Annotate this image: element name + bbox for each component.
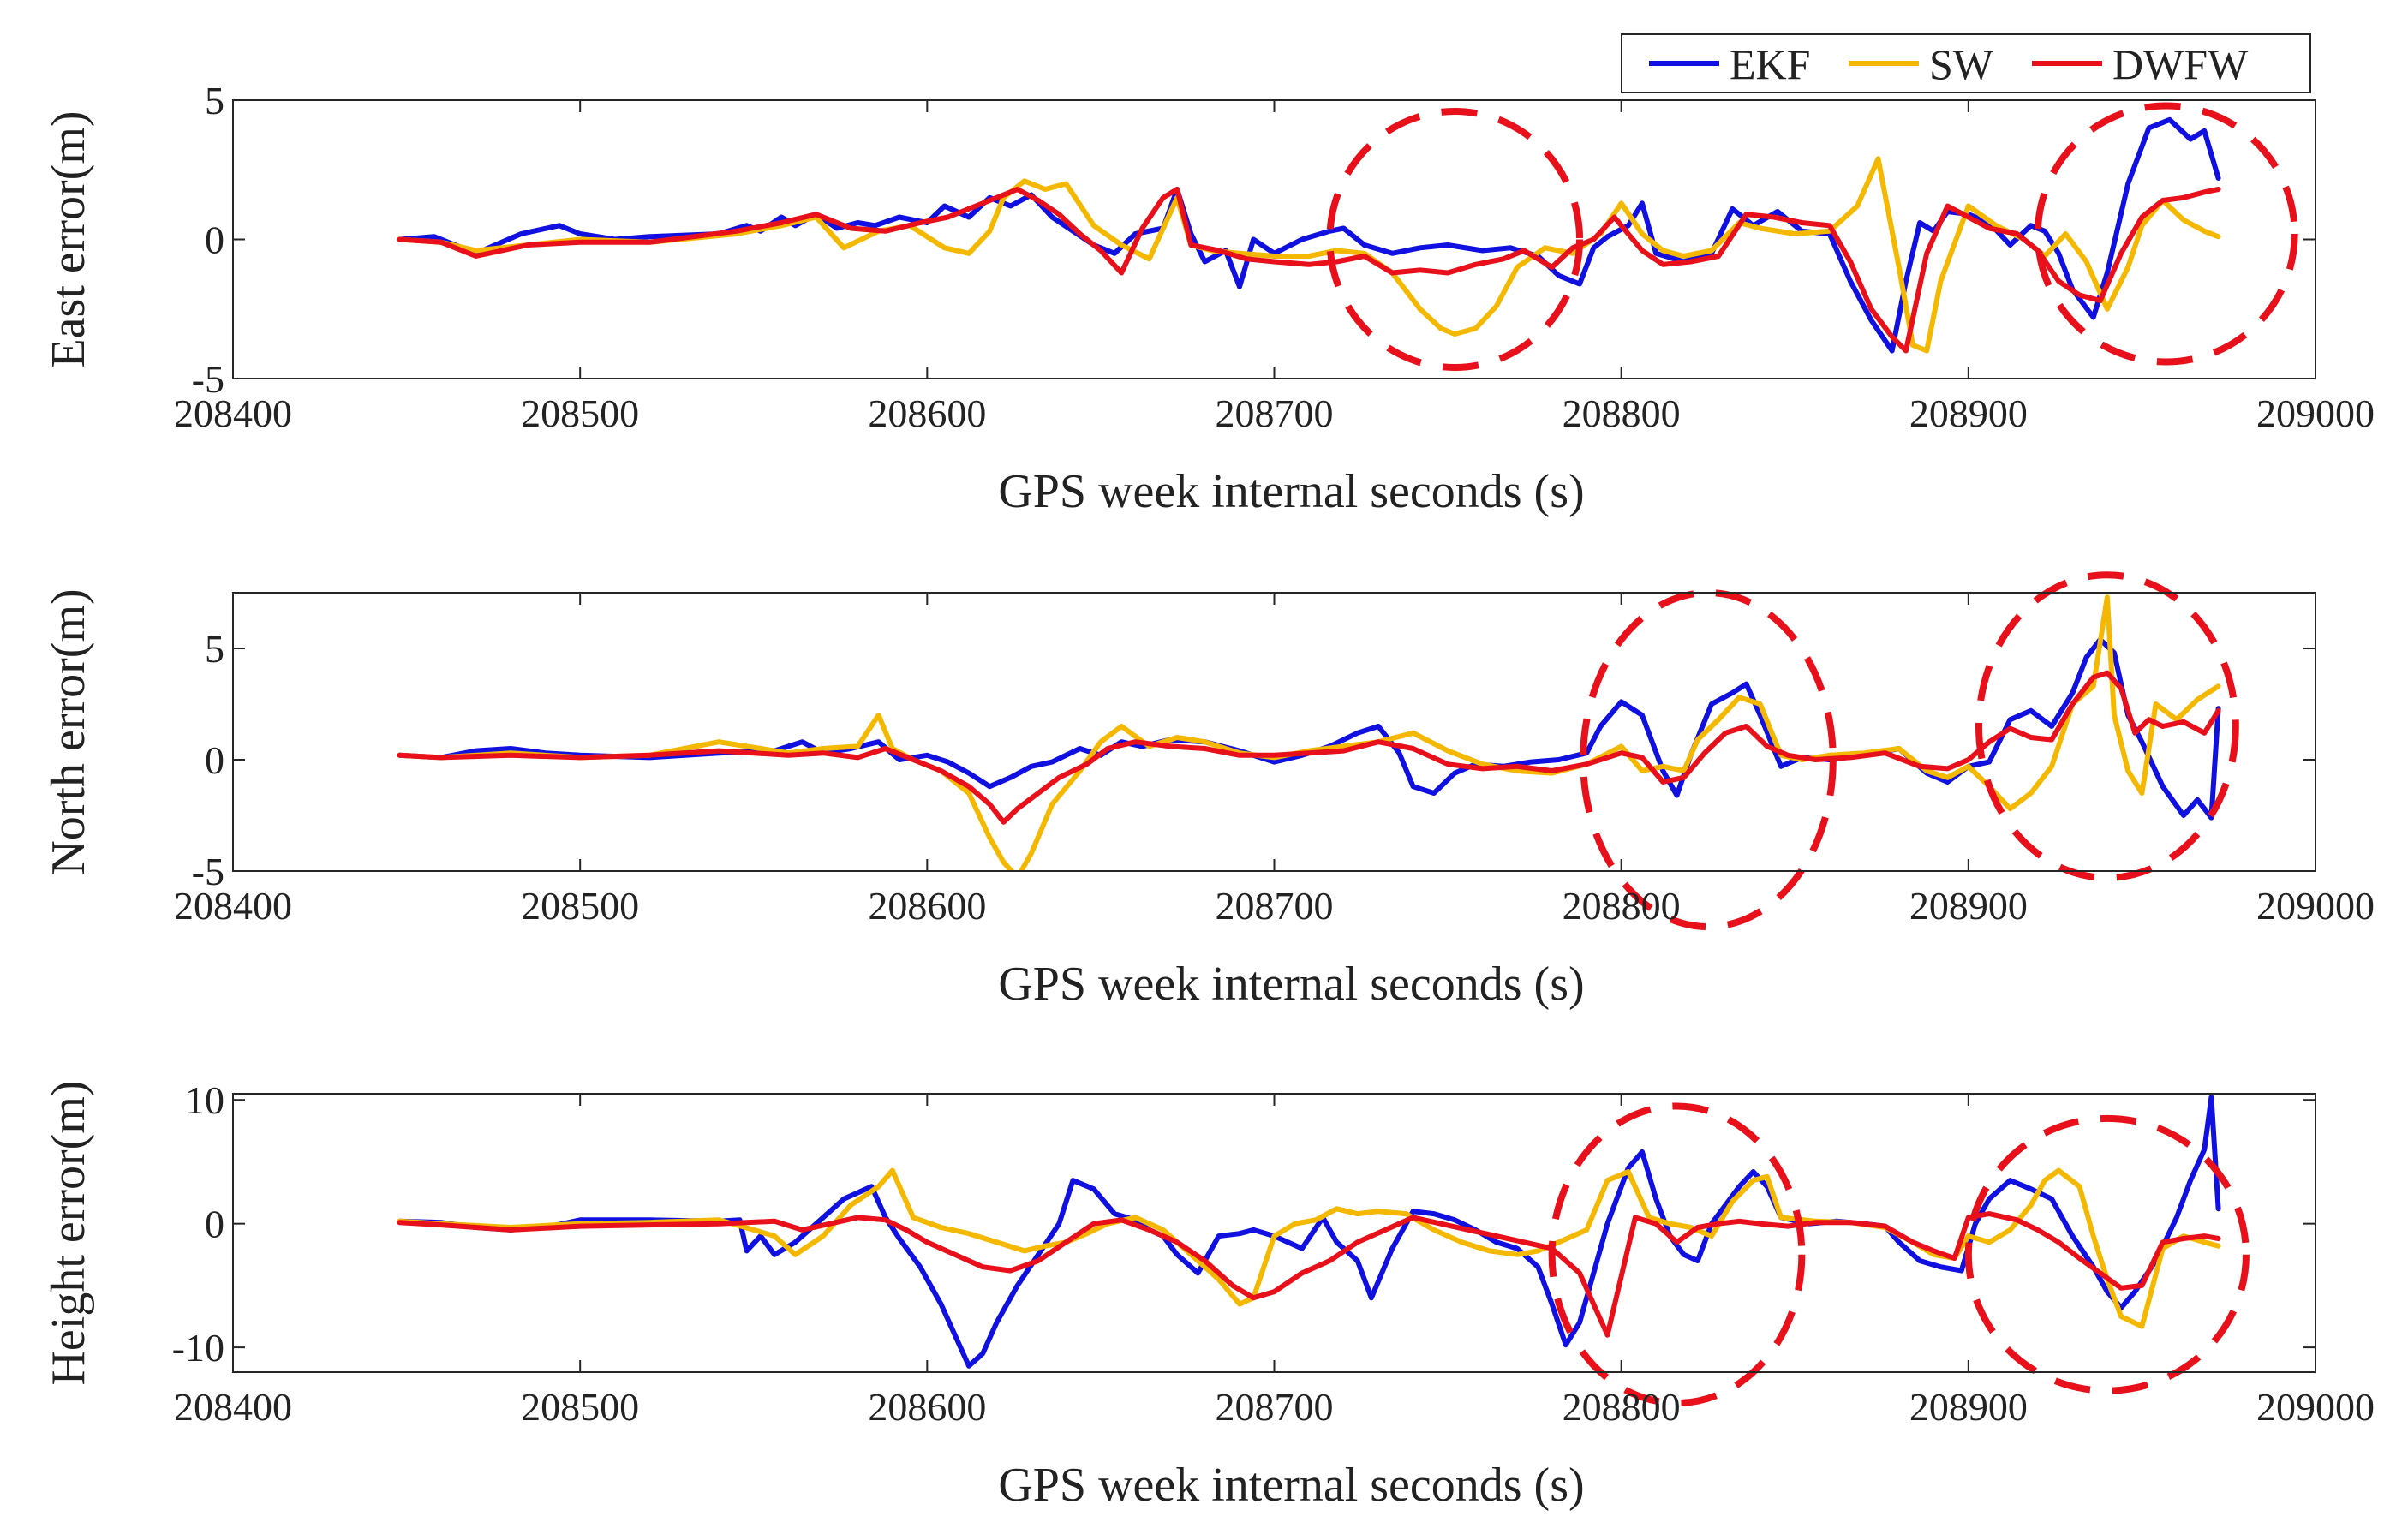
height-y-tick-label: -10 bbox=[172, 1326, 224, 1370]
east-x-axis-label: GPS week internal seconds (s) bbox=[998, 465, 1584, 518]
north-x-tick-label: 208800 bbox=[1563, 884, 1681, 928]
height-plot-background bbox=[233, 1094, 2315, 1372]
height-y-tick-label: 0 bbox=[205, 1203, 224, 1246]
legend-label-dwfw: DWFW bbox=[2112, 40, 2249, 88]
east-highlight-circle-2 bbox=[2034, 102, 2298, 366]
east-x-tick-label: 209000 bbox=[2256, 391, 2375, 435]
east-series-sw bbox=[397, 156, 2221, 354]
north-x-tick-label: 208400 bbox=[174, 884, 292, 928]
east-x-tick-label: 208400 bbox=[174, 391, 292, 435]
east-x-tick-label: 208900 bbox=[1909, 391, 2028, 435]
north-x-tick-label: 208900 bbox=[1909, 884, 2028, 928]
height-x-tick-label: 208500 bbox=[521, 1385, 639, 1429]
east-highlight-circle-1 bbox=[1326, 108, 1584, 371]
height-x-tick-label: 208800 bbox=[1563, 1385, 1681, 1429]
height-y-axis-label: Height error(m) bbox=[42, 1080, 95, 1385]
legend: EKF SW DWFW bbox=[1621, 33, 2311, 93]
north-y-tick-label: 5 bbox=[205, 627, 224, 671]
north-x-tick-label: 208500 bbox=[521, 884, 639, 928]
height-x-tick-label: 208700 bbox=[1216, 1385, 1334, 1429]
east-x-tick-label: 208500 bbox=[521, 391, 639, 435]
north-x-tick-label: 208700 bbox=[1216, 884, 1334, 928]
height-series-dwfw bbox=[397, 1211, 2221, 1338]
height-highlight-circle-1 bbox=[1548, 1102, 1806, 1407]
height-plot-area bbox=[397, 1095, 2221, 1369]
legend-label-sw: SW bbox=[1929, 40, 1994, 88]
east-plot-area bbox=[397, 116, 2221, 354]
east-x-tick-label: 208700 bbox=[1216, 391, 1334, 435]
height-error-panel: 208400 208500 208600 208700 208800 208900 2090… bbox=[42, 1078, 2375, 1512]
north-x-tick-label: 209000 bbox=[2256, 884, 2375, 928]
height-x-tick-label: 208600 bbox=[868, 1385, 986, 1429]
height-x-tick-label: 209000 bbox=[2256, 1385, 2375, 1429]
east-x-tick-label: 208800 bbox=[1563, 391, 1681, 435]
north-error-panel: 208400 208500 208600 208700 208800 208900 2090… bbox=[42, 571, 2375, 1011]
east-y-axis-label: East error(m) bbox=[42, 110, 95, 367]
north-plot-background bbox=[233, 593, 2315, 871]
height-x-tick-label: 208400 bbox=[174, 1385, 292, 1429]
height-x-tick-label: 208900 bbox=[1909, 1385, 2028, 1429]
north-highlight-circle-1 bbox=[1580, 589, 1837, 930]
north-y-tick-label: -5 bbox=[192, 850, 224, 893]
north-highlight-circle-2 bbox=[1975, 571, 2239, 881]
legend-label-ekf: EKF bbox=[1730, 40, 1810, 88]
height-highlight-circle-2 bbox=[1964, 1114, 2250, 1394]
legend-box bbox=[1621, 33, 2311, 93]
east-y-tick-label: -5 bbox=[192, 357, 224, 401]
north-y-axis-label: North error(m) bbox=[42, 588, 95, 874]
east-error-panel: 208400 208500 208600 208700 208800 208900 2090… bbox=[42, 79, 2375, 518]
north-y-tick-label: 0 bbox=[205, 738, 224, 782]
north-x-axis-label: GPS week internal seconds (s) bbox=[998, 958, 1584, 1011]
north-series-dwfw bbox=[397, 670, 2221, 825]
height-y-tick-label: 10 bbox=[185, 1078, 224, 1122]
east-series-dwfw bbox=[397, 187, 2221, 354]
east-series-ekf bbox=[397, 116, 2221, 354]
north-x-tick-label: 208600 bbox=[868, 884, 986, 928]
east-y-tick-label: 0 bbox=[205, 218, 224, 262]
height-x-axis-label: GPS week internal seconds (s) bbox=[998, 1459, 1584, 1512]
north-plot-area bbox=[397, 594, 2221, 871]
east-y-tick-label: 5 bbox=[205, 79, 224, 122]
east-x-tick-label: 208600 bbox=[868, 391, 986, 435]
height-series-sw bbox=[397, 1167, 2221, 1329]
